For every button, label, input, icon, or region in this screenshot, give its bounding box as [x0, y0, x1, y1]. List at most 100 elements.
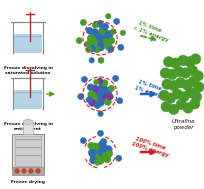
Circle shape — [89, 38, 98, 46]
Circle shape — [98, 111, 103, 116]
Circle shape — [36, 169, 40, 173]
Circle shape — [93, 46, 100, 53]
Circle shape — [104, 156, 111, 163]
Circle shape — [89, 58, 94, 63]
Circle shape — [101, 80, 108, 86]
Circle shape — [185, 57, 195, 67]
Circle shape — [97, 156, 104, 164]
Circle shape — [102, 151, 111, 160]
Circle shape — [94, 159, 100, 165]
Circle shape — [164, 57, 174, 67]
Circle shape — [91, 85, 99, 93]
Circle shape — [116, 155, 122, 161]
Circle shape — [88, 149, 96, 156]
Circle shape — [190, 99, 200, 109]
Circle shape — [165, 93, 176, 103]
Circle shape — [180, 68, 191, 78]
Circle shape — [104, 98, 111, 105]
Circle shape — [120, 30, 126, 36]
Circle shape — [29, 169, 33, 173]
Circle shape — [80, 19, 86, 25]
Circle shape — [187, 65, 197, 75]
Polygon shape — [12, 134, 44, 170]
Circle shape — [185, 87, 196, 98]
Circle shape — [98, 57, 104, 63]
Text: Ultrafine
powder: Ultrafine powder — [171, 119, 195, 130]
Circle shape — [94, 146, 106, 158]
Text: 1% time: 1% time — [138, 79, 162, 91]
Circle shape — [106, 93, 113, 100]
Circle shape — [113, 75, 119, 81]
Text: Freeze drying: Freeze drying — [11, 180, 45, 184]
Circle shape — [188, 76, 199, 87]
Circle shape — [85, 46, 92, 53]
Circle shape — [182, 80, 192, 90]
Circle shape — [104, 146, 112, 153]
Circle shape — [190, 54, 201, 64]
Circle shape — [102, 93, 111, 102]
Text: Freeze dissolving in
antisolvent: Freeze dissolving in antisolvent — [3, 122, 52, 131]
Text: 1% energy: 1% energy — [134, 85, 166, 99]
Polygon shape — [23, 122, 33, 134]
Circle shape — [160, 68, 171, 78]
Circle shape — [91, 29, 99, 37]
Circle shape — [179, 92, 189, 102]
Text: < 1% energy: < 1% energy — [132, 25, 169, 43]
Circle shape — [89, 99, 96, 106]
Circle shape — [76, 38, 82, 44]
Circle shape — [94, 102, 101, 108]
Circle shape — [94, 32, 106, 44]
Circle shape — [97, 78, 103, 84]
Circle shape — [118, 44, 124, 50]
Circle shape — [81, 76, 88, 82]
Circle shape — [78, 94, 84, 100]
Circle shape — [106, 13, 111, 19]
Circle shape — [110, 29, 116, 35]
Circle shape — [172, 89, 182, 99]
Circle shape — [97, 21, 103, 27]
Circle shape — [22, 169, 26, 173]
Circle shape — [170, 58, 181, 68]
Circle shape — [92, 22, 98, 28]
Circle shape — [89, 45, 96, 52]
Circle shape — [174, 66, 184, 77]
Circle shape — [106, 150, 113, 157]
Circle shape — [87, 84, 94, 91]
Circle shape — [159, 90, 169, 101]
Ellipse shape — [23, 119, 33, 125]
Circle shape — [97, 98, 104, 106]
Circle shape — [169, 80, 179, 91]
Circle shape — [104, 87, 112, 95]
Circle shape — [85, 41, 90, 46]
Circle shape — [98, 130, 104, 136]
Circle shape — [117, 98, 123, 104]
Circle shape — [88, 142, 94, 149]
Circle shape — [105, 43, 113, 51]
Circle shape — [183, 103, 193, 113]
Circle shape — [175, 78, 186, 88]
Polygon shape — [14, 34, 42, 53]
Circle shape — [86, 97, 92, 103]
Circle shape — [101, 139, 107, 145]
Circle shape — [90, 157, 97, 164]
Circle shape — [161, 101, 171, 112]
Circle shape — [98, 83, 107, 91]
Circle shape — [108, 85, 114, 91]
Polygon shape — [14, 90, 42, 109]
Text: Freeze dissolving in
saturated solution: Freeze dissolving in saturated solution — [3, 66, 52, 75]
Circle shape — [167, 69, 177, 80]
Circle shape — [162, 79, 172, 89]
Circle shape — [80, 138, 86, 144]
Polygon shape — [12, 167, 44, 175]
Circle shape — [90, 94, 98, 102]
Circle shape — [96, 43, 105, 51]
Circle shape — [108, 37, 115, 44]
Circle shape — [87, 35, 95, 42]
Circle shape — [94, 88, 106, 100]
Circle shape — [169, 104, 179, 115]
Text: 1% time: 1% time — [138, 21, 162, 33]
Circle shape — [90, 152, 99, 160]
Circle shape — [191, 92, 202, 102]
Circle shape — [91, 143, 99, 151]
Circle shape — [178, 55, 188, 66]
